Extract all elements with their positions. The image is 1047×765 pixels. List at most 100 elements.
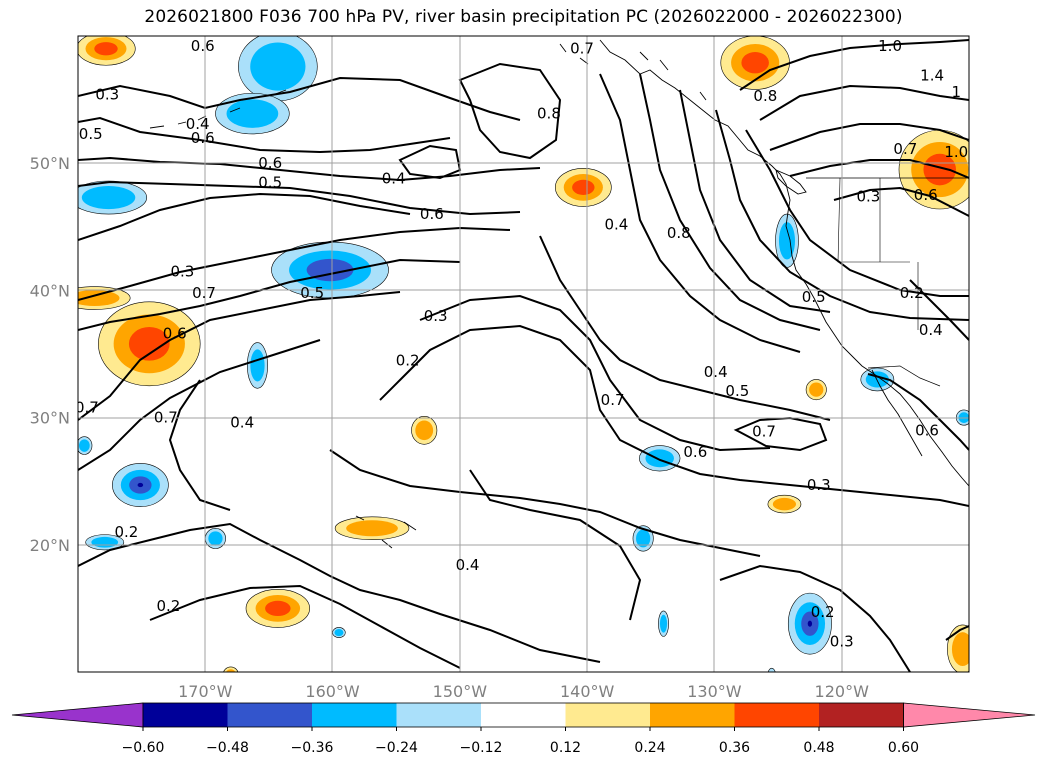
precip-level-ring — [226, 99, 279, 128]
pv-contour-label: 0.4 — [456, 556, 480, 574]
pv-contour-label: 0.4 — [230, 414, 254, 432]
pv-contour-label: 0.5 — [258, 173, 282, 191]
precip-level-ring — [778, 222, 796, 260]
colorbar-tick-label: −0.36 — [291, 740, 334, 756]
precip-patch — [223, 666, 239, 672]
lon-tick-label: 150°W — [433, 682, 488, 701]
precipitation-pc-fill-layer — [78, 36, 969, 672]
pv-contour — [759, 84, 969, 121]
colorbar: −0.60 −0.48 −0.36 −0.24 −0.12 0.12 0.24 0.36 0.4… — [11, 702, 1036, 756]
colorbar-segment — [481, 703, 566, 727]
pv-contour — [469, 469, 642, 621]
map-background — [78, 36, 969, 672]
colorbar-frame — [142, 702, 904, 728]
pv-contour — [78, 192, 411, 241]
colorbar-segment — [227, 703, 312, 727]
pv-contour-label: 0.7 — [154, 409, 178, 427]
pv-contour-label: 0.7 — [570, 40, 594, 58]
pv-contour-label: 0.8 — [537, 105, 561, 123]
pv-contour-label: 0.2 — [156, 597, 180, 615]
colorbar-tick-label: 0.24 — [634, 740, 665, 756]
pv-contour-label: 0.7 — [601, 391, 625, 409]
pv-contour — [78, 76, 521, 121]
pv-contour — [599, 73, 801, 353]
coastline-layer — [149, 39, 969, 549]
lat-tick-label: 50°N — [30, 154, 70, 173]
pv-contour — [149, 584, 461, 669]
precip-patch — [805, 379, 827, 401]
pv-contour — [715, 109, 969, 321]
map-frame — [77, 35, 970, 673]
pv-contour-label: 0.4 — [604, 215, 628, 233]
colorbar-segment — [312, 703, 397, 727]
page-title: 2026021800 F036 700 hPa PV, river basin … — [144, 7, 903, 27]
precip-level-ring — [128, 327, 170, 361]
precip-level-ring — [208, 531, 223, 546]
colorbar-tick-label: −0.24 — [375, 740, 418, 756]
axis-tick-labels: 170°W 160°W 150°W 140°W 130°W 120°W 50°N 40°N 30… — [30, 154, 869, 701]
precip-patch — [271, 241, 389, 299]
pv-contour-label: 0.2 — [900, 284, 924, 302]
colorbar-tick-label: −0.60 — [122, 740, 165, 756]
pv-contour — [78, 156, 541, 182]
precip-patch — [204, 527, 226, 549]
precip-level-ring — [951, 632, 969, 667]
pv-contour — [539, 235, 831, 421]
pv-contour-label: 0.6 — [683, 443, 707, 461]
pv-contour-label: 0.5 — [79, 125, 103, 143]
precip-patch — [411, 416, 438, 445]
colorbar-segment — [565, 703, 650, 727]
precip-patch — [215, 92, 290, 135]
precip-patch — [78, 180, 148, 215]
pv-contour-label: 1.0 — [944, 143, 968, 161]
pv-contour — [78, 226, 511, 301]
pv-contour-label: 0.8 — [667, 224, 691, 242]
pv-contour-label: 0.3 — [170, 262, 194, 280]
precip-patch — [98, 301, 201, 387]
colorbar-tick-label: −0.12 — [460, 740, 503, 756]
lon-tick-label: 130°W — [687, 682, 742, 701]
precip-level-ring — [645, 449, 674, 468]
pv-contour-label: 0.3 — [424, 307, 448, 325]
pv-contour-label: 1.4 — [920, 66, 944, 84]
pv-contour — [78, 180, 521, 216]
precip-level-ring — [79, 439, 90, 452]
precip-level-ring — [226, 669, 236, 672]
precip-level-ring — [346, 520, 398, 537]
pv-contour-label: 0.5 — [802, 288, 826, 306]
precip-level-ring — [137, 482, 144, 488]
precip-patch — [332, 627, 346, 638]
precip-patch — [767, 494, 802, 514]
precip-level-ring — [223, 666, 239, 672]
colorbar-segment — [396, 703, 481, 727]
pv-contour — [329, 449, 761, 557]
colorbar-tick-label: 0.48 — [803, 740, 834, 756]
colorbar-segment — [734, 703, 819, 727]
lon-tick-label: 140°W — [560, 682, 615, 701]
colorbar-max-extend — [903, 702, 1036, 728]
precip-level-ring — [741, 52, 769, 74]
precip-patch — [78, 36, 136, 66]
map-panel[interactable]: 0.60.60.30.40.50.60.50.40.30.7 0.50.60.70… — [41, 32, 981, 693]
colorbar-min-extend — [11, 702, 144, 728]
pv-contour-label: 0.6 — [915, 421, 939, 439]
colorbar-tick-label: −0.48 — [206, 740, 249, 756]
precip-level-ring — [923, 153, 957, 186]
colorbar-segment — [143, 703, 228, 727]
colorbar-tick-label: 0.12 — [550, 740, 581, 756]
pv-contour-label: 0.6 — [191, 37, 215, 55]
coastline-aleutians — [149, 89, 287, 129]
pv-contour — [745, 129, 969, 297]
precip-level-ring — [250, 42, 306, 91]
colorbar-segment — [650, 703, 735, 727]
pv-contour — [419, 294, 771, 452]
precip-level-ring — [809, 382, 824, 397]
precip-patch — [112, 463, 169, 507]
pv-contour-label: 0.6 — [258, 154, 282, 172]
precip-patch — [658, 610, 669, 637]
pv-contour — [679, 89, 831, 313]
pv-contour-label: 0.4 — [382, 169, 406, 187]
pv-contour — [867, 373, 969, 451]
precip-level-ring — [767, 667, 776, 672]
pv-contour — [945, 625, 969, 641]
